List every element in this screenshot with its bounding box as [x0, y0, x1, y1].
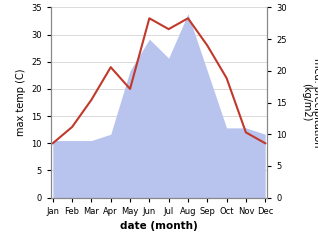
- Y-axis label: max temp (C): max temp (C): [16, 69, 26, 136]
- Y-axis label: med. precipitation
(kg/m2): med. precipitation (kg/m2): [301, 58, 318, 147]
- X-axis label: date (month): date (month): [120, 221, 198, 231]
